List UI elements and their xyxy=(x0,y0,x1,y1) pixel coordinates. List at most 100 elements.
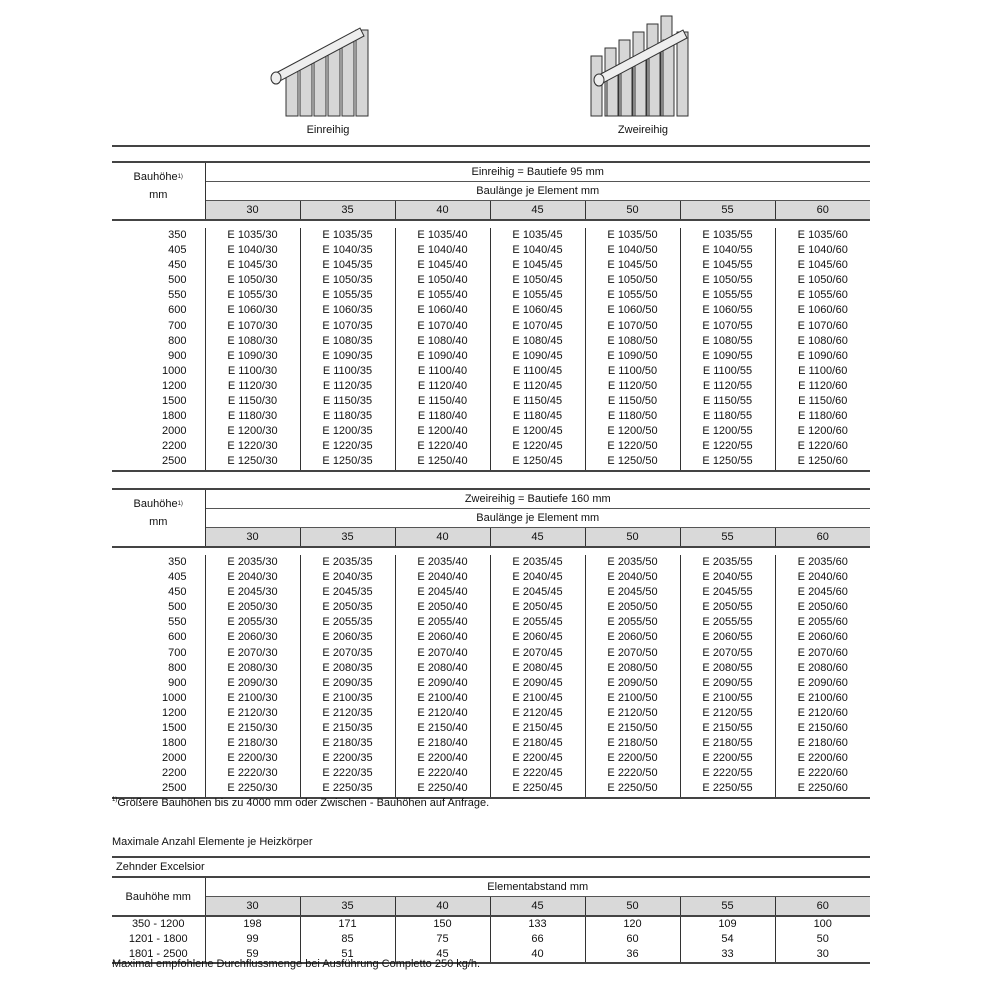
table-row: 350 E 1035/30 E 1035/35 E 1035/40 E 1035/45 E… xyxy=(112,228,870,244)
model-code: E 1050/55 xyxy=(679,273,775,289)
model-code: E 1100/45 xyxy=(489,363,585,379)
model-code: E 2040/55 xyxy=(679,570,775,586)
model-code: E 2055/45 xyxy=(489,615,585,631)
model-code: E 1180/50 xyxy=(584,409,680,425)
product-name: Zehnder Excelsior xyxy=(116,861,205,873)
row-height: 2200 xyxy=(162,440,187,453)
model-code: E 1040/40 xyxy=(394,243,490,259)
model-code: E 1220/30 xyxy=(204,439,300,455)
row-height: 2000 xyxy=(162,752,187,765)
model-code: E 2080/30 xyxy=(204,660,300,676)
column-header: 55 xyxy=(679,896,775,916)
model-code: E 1050/45 xyxy=(489,273,585,289)
einreihig-table: Bauhöhe1) mm Einreihig = Bautiefe 95 mm Bau… xyxy=(112,161,870,472)
model-code: E 2040/30 xyxy=(204,570,300,586)
model-code: E 1090/50 xyxy=(584,348,680,364)
row-height: 2500 xyxy=(162,782,187,795)
model-code: E 1090/35 xyxy=(299,348,395,364)
row-height: 1201 - 1800 xyxy=(128,933,188,946)
model-code: E 1180/40 xyxy=(394,409,490,425)
model-code: E 1070/45 xyxy=(489,318,585,334)
model-code: E 1055/40 xyxy=(394,288,490,304)
model-code: E 2100/60 xyxy=(774,690,870,706)
table-row: 2200 E 2220/30 E 2220/35 E 2220/40 E 2220/45… xyxy=(112,766,870,782)
model-code: E 1055/45 xyxy=(489,288,585,304)
row-height: 550 xyxy=(168,289,187,302)
model-code: E 2070/60 xyxy=(774,645,870,661)
table-row: 1000 E 1100/30 E 1100/35 E 1100/40 E 1100/45… xyxy=(112,363,870,379)
model-code: E 1220/45 xyxy=(489,439,585,455)
model-code: E 2050/40 xyxy=(394,600,490,616)
model-code: E 2200/30 xyxy=(204,751,300,767)
model-code: E 2150/40 xyxy=(394,721,490,737)
model-code: E 2150/50 xyxy=(584,721,680,737)
model-code: E 1080/55 xyxy=(679,333,775,349)
max-elements-value: 66 xyxy=(489,932,585,948)
row-height: 2500 xyxy=(162,455,187,468)
column-header: 30 xyxy=(204,200,300,220)
model-code: E 1035/45 xyxy=(489,228,585,244)
zweireihig-table: Bauhöhe1) mm Zweireihig = Bautiefe 160 mm B… xyxy=(112,488,870,799)
model-code: E 1250/35 xyxy=(299,454,395,471)
einreihig-caption: Einreihig xyxy=(306,124,350,136)
model-code: E 2050/45 xyxy=(489,600,585,616)
model-code: E 2090/55 xyxy=(679,675,775,691)
model-code: E 2035/45 xyxy=(489,555,585,571)
model-code: E 2120/60 xyxy=(774,705,870,722)
model-code: E 1040/60 xyxy=(774,243,870,259)
table-row: 700 E 2070/30 E 2070/35 E 2070/40 E 2070/45 E… xyxy=(112,645,870,661)
model-code: E 1150/40 xyxy=(394,394,490,410)
model-code: E 2040/45 xyxy=(489,570,585,586)
model-code: E 1220/35 xyxy=(299,439,395,455)
model-code: E 2060/40 xyxy=(394,630,490,646)
model-code: E 2035/30 xyxy=(204,555,300,571)
model-code: E 2150/35 xyxy=(299,721,395,737)
max-elements-value: 99 xyxy=(204,932,300,948)
column-header: 45 xyxy=(489,527,585,547)
flow-note: Maximal empfohlene Durchflussmenge bei A… xyxy=(112,958,481,970)
model-code: E 2055/40 xyxy=(394,615,490,631)
table-row: 405 E 2040/30 E 2040/35 E 2040/40 E 2040/45 E… xyxy=(112,570,870,586)
model-code: E 1090/45 xyxy=(489,348,585,364)
model-code: E 2120/30 xyxy=(204,705,300,722)
model-code: E 1220/40 xyxy=(394,439,490,455)
model-code: E 2180/50 xyxy=(584,736,680,752)
model-code: E 1120/50 xyxy=(584,378,680,395)
model-code: E 1035/30 xyxy=(204,228,300,244)
model-code: E 1220/50 xyxy=(584,439,680,455)
model-code: E 1070/35 xyxy=(299,318,395,334)
row-height: 600 xyxy=(168,304,187,317)
model-code: E 2180/30 xyxy=(204,736,300,752)
table-row: 500 E 1050/30 E 1050/35 E 1050/40 E 1050/45 E… xyxy=(112,273,870,289)
model-code: E 1200/50 xyxy=(584,424,680,440)
model-code: E 1100/40 xyxy=(394,363,490,379)
model-code: E 1050/35 xyxy=(299,273,395,289)
model-code: E 1100/50 xyxy=(584,363,680,379)
model-code: E 1200/40 xyxy=(394,424,490,440)
model-code: E 1080/60 xyxy=(774,333,870,349)
model-code: E 1250/60 xyxy=(774,454,870,471)
model-code: E 1050/40 xyxy=(394,273,490,289)
model-code: E 2070/35 xyxy=(299,645,395,661)
model-code: E 1055/35 xyxy=(299,288,395,304)
model-code: E 1040/50 xyxy=(584,243,680,259)
model-code: E 2080/50 xyxy=(584,660,680,676)
model-code: E 2200/55 xyxy=(679,751,775,767)
einreihig-radiator-illustration xyxy=(270,27,369,117)
row-height: 700 xyxy=(168,319,187,332)
model-code: E 1200/35 xyxy=(299,424,395,440)
model-code: E 2055/35 xyxy=(299,615,395,631)
model-code: E 2180/40 xyxy=(394,736,490,752)
model-code: E 2100/45 xyxy=(489,690,585,706)
model-code: E 1150/45 xyxy=(489,394,585,410)
model-code: E 1060/35 xyxy=(299,303,395,319)
model-code: E 2120/50 xyxy=(584,705,680,722)
max-elements-value: 60 xyxy=(584,932,680,948)
table-row: 450 E 2045/30 E 2045/35 E 2045/40 E 2045/45 E… xyxy=(112,585,870,601)
row-header: Bauhöhe1) mm xyxy=(133,171,183,201)
column-header: 35 xyxy=(299,896,395,916)
model-code: E 2055/55 xyxy=(679,615,775,631)
model-code: E 1060/60 xyxy=(774,303,870,319)
model-code: E 2070/45 xyxy=(489,645,585,661)
column-header: 50 xyxy=(584,200,680,220)
